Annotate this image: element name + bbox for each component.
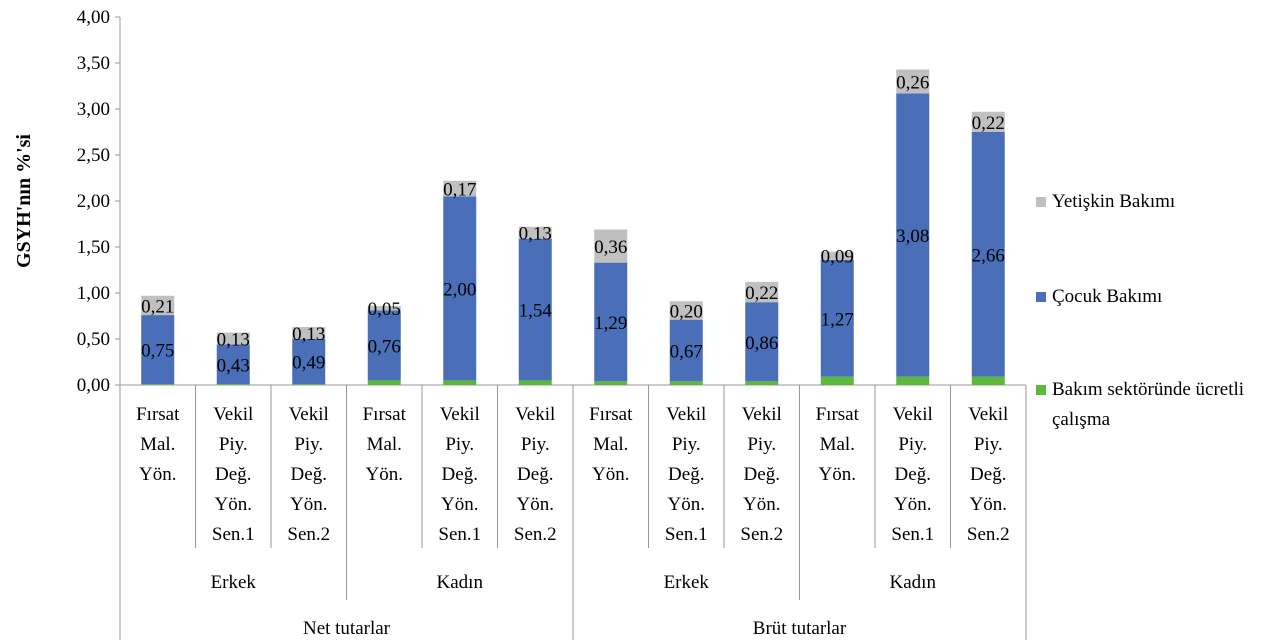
group-label: Kadın	[890, 572, 937, 593]
x-tick-label: Vekil Piy. Değ. Yön. Sen.2	[967, 404, 1010, 545]
data-label: 0,22	[745, 283, 778, 304]
bar-segment	[292, 384, 326, 385]
data-label: 0,17	[443, 180, 476, 201]
data-label: 0,05	[368, 299, 401, 320]
group-label: Erkek	[664, 572, 710, 593]
bar-segment	[669, 319, 703, 382]
data-label: 0,13	[519, 224, 552, 245]
bar-segment	[367, 305, 401, 311]
x-tick-label: Vekil Piy. Değ. Yön. Sen.1	[891, 404, 934, 545]
legend-item: Çocuk Bakımı	[1036, 282, 1275, 312]
x-tick-label: Fırsat Mal. Yön.	[136, 404, 180, 485]
data-label: 0,09	[821, 247, 854, 268]
bar-segment	[292, 339, 326, 385]
bar-segment	[971, 111, 1005, 132]
data-label: 1,27	[821, 309, 854, 330]
y-tick-label: 3,00	[77, 99, 110, 120]
bar-segment	[443, 196, 477, 381]
supergroup-label: Brüt tutarlar	[753, 618, 847, 639]
legend-label: Çocuk Bakımı	[1052, 286, 1163, 307]
legend-item: Bakım sektöründe ücretli çalışma	[1036, 375, 1275, 435]
bar-segment	[896, 376, 930, 385]
bar-segment	[141, 315, 175, 385]
bar-segment	[971, 132, 1005, 377]
data-label: 0,76	[368, 336, 401, 357]
data-label: 3,08	[896, 226, 929, 247]
y-tick-label: 1,00	[77, 283, 110, 304]
data-label: 0,36	[594, 237, 627, 258]
x-tick-label: Vekil Piy. Değ. Yön. Sen.2	[287, 404, 330, 545]
data-label: 0,21	[141, 296, 174, 317]
data-label: 2,00	[443, 279, 476, 300]
y-tick-label: 4,00	[77, 7, 110, 28]
bar-segment	[745, 281, 779, 303]
bar-segment	[594, 262, 628, 382]
y-axis-label: GSYH'nın %'si	[13, 134, 35, 268]
y-tick-label: 2,00	[77, 191, 110, 212]
data-label: 0,13	[292, 324, 325, 345]
bar-segment	[292, 327, 326, 339]
bar-segment	[820, 376, 854, 385]
x-tick-label: Vekil Piy. Değ. Yön. Sen.1	[438, 404, 481, 545]
bar-segment	[669, 301, 703, 320]
data-label: 1,54	[519, 301, 553, 322]
data-label: 2,66	[972, 245, 1005, 266]
y-tick-label: 2,50	[77, 145, 110, 166]
bar-segment	[518, 226, 552, 239]
bar-segment	[443, 180, 477, 197]
y-tick-label: 3,50	[77, 53, 110, 74]
bar-segment	[518, 238, 552, 381]
legend-item: Yetişkin Bakımı	[1036, 187, 1275, 217]
bar-segment	[971, 376, 1005, 385]
x-tick-label: Vekil Piy. Değ. Yön. Sen.2	[514, 404, 557, 545]
bar-segment	[141, 384, 175, 385]
data-label: 0,26	[896, 72, 929, 93]
legend-swatch	[1036, 292, 1046, 302]
y-tick-label: 0,00	[77, 375, 110, 396]
bar-segment	[141, 295, 175, 316]
legend-label: Bakım sektöründe ücretli çalışma	[1052, 379, 1245, 430]
supergroup-label: Net tutarlar	[303, 618, 391, 639]
bar-segment	[745, 381, 779, 385]
x-tick-label: Vekil Piy. Değ. Yön. Sen.1	[665, 404, 708, 545]
legend-label: Yetişkin Bakımı	[1052, 191, 1176, 212]
bar-segment	[669, 381, 703, 385]
data-label: 0,75	[141, 341, 174, 362]
data-label: 1,29	[594, 313, 627, 334]
bar-segment	[594, 229, 628, 263]
data-label: 0,13	[217, 330, 250, 351]
data-label: 0,86	[745, 333, 778, 354]
y-tick-label: 0,50	[77, 329, 110, 350]
x-tick-label: Vekil Piy. Değ. Yön. Sen.1	[212, 404, 255, 545]
bar-segment	[594, 381, 628, 385]
bar-segment	[367, 380, 401, 385]
bar-segment	[443, 380, 477, 385]
data-label: 0,67	[670, 342, 703, 363]
legend-swatch	[1036, 197, 1046, 207]
y-tick-label: 1,50	[77, 237, 110, 258]
bar-segment	[216, 344, 250, 385]
x-tick-label: Vekil Piy. Değ. Yön. Sen.2	[740, 404, 783, 545]
x-tick-label: Fırsat Mal. Yön.	[589, 404, 633, 485]
bar-segment	[367, 310, 401, 381]
bar-segment	[820, 251, 854, 260]
bar-segment	[896, 93, 930, 377]
data-label: 0,22	[972, 113, 1005, 134]
bar-segment	[896, 69, 930, 94]
bar-segment	[216, 384, 250, 385]
bar-segment	[745, 302, 779, 382]
data-label: 0,43	[217, 355, 250, 376]
bar-segment	[820, 259, 854, 377]
x-tick-label: Fırsat Mal. Yön.	[363, 404, 407, 485]
data-label: 0,20	[670, 301, 703, 322]
group-label: Kadın	[437, 572, 484, 593]
bar-segment	[216, 332, 250, 345]
bar-segment	[518, 380, 552, 385]
data-label: 0,49	[292, 353, 325, 374]
legend-swatch	[1036, 385, 1046, 395]
group-label: Erkek	[211, 572, 257, 593]
x-tick-label: Fırsat Mal. Yön.	[816, 404, 860, 485]
